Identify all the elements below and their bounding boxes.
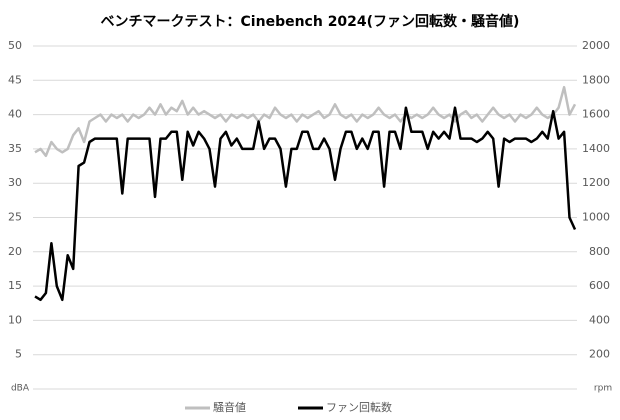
- y2-tick-label: 2000: [582, 39, 610, 52]
- y2-tick-label: 1800: [582, 73, 610, 86]
- chart-title: ベンチマークテスト：Cinebench 2024(ファン回転数・騒音値): [101, 13, 520, 30]
- y-tick-label: 45: [8, 73, 22, 86]
- legend-label: 騒音値: [213, 400, 246, 414]
- y2-axis-label: rpm: [594, 384, 612, 394]
- legend-label: ファン回転数: [326, 401, 392, 414]
- series-line: [34, 106, 577, 302]
- y-tick-label: 10: [8, 313, 22, 326]
- y-tick-label: 30: [8, 176, 22, 189]
- y2-tick-label: 200: [589, 348, 610, 361]
- y2-tick-label: 400: [589, 313, 610, 326]
- y2-tick-label: 1200: [582, 176, 610, 189]
- y2-tick-label: 600: [589, 279, 610, 292]
- y-tick-label: 25: [8, 211, 22, 224]
- y-tick-label: 35: [8, 142, 22, 155]
- series-line: [34, 85, 577, 158]
- y2-tick-label: 1400: [582, 142, 610, 155]
- y-axis-label: dBA: [11, 384, 30, 394]
- y-tick-label: 15: [8, 279, 22, 292]
- y-tick-label: 40: [8, 108, 22, 121]
- y-tick-label: 50: [8, 39, 22, 52]
- y-tick-label: 20: [8, 245, 22, 258]
- y2-tick-label: 1000: [582, 211, 610, 224]
- y-tick-label: 5: [15, 348, 22, 361]
- y2-tick-label: 800: [589, 245, 610, 258]
- y2-tick-label: 1600: [582, 108, 610, 121]
